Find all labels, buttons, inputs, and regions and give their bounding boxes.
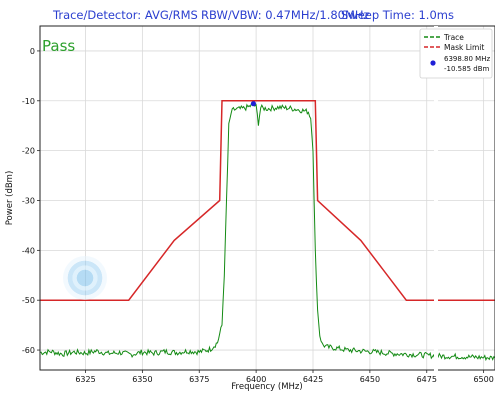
- sweep-time-label: Sweep Time: 1.0ms: [341, 8, 454, 22]
- y-tick-label: -20: [22, 147, 35, 156]
- rbw-vbw-label: RBW/VBW: 0.47MHz/1.80MHz: [201, 8, 370, 22]
- x-tick-label: 6325: [75, 375, 95, 384]
- x-tick-label: 6500: [473, 375, 493, 384]
- pass-status: Pass: [42, 37, 75, 55]
- legend-marker-dot: [430, 60, 436, 66]
- y-axis-ticks: 0 -10 -20 -30 -40 -50 -60: [22, 47, 40, 355]
- measurement-header: Trace/Detector: AVG/RMS RBW/VBW: 0.47MHz…: [0, 0, 495, 26]
- x-tick-label: 6400: [246, 375, 266, 384]
- y-tick-label: 0: [30, 47, 35, 56]
- y-tick-label: -40: [22, 246, 35, 255]
- plot-background: [40, 26, 495, 370]
- x-tick-label: 6475: [417, 375, 437, 384]
- x-tick-label: 6450: [360, 375, 380, 384]
- legend-marker-level: -10.585 dBm: [444, 65, 489, 73]
- legend-mask-label: Mask Limit: [444, 43, 484, 52]
- x-tick-label: 6350: [132, 375, 152, 384]
- x-tick-label: 6425: [303, 375, 323, 384]
- y-tick-label: -10: [22, 97, 35, 106]
- trace-detector-label: Trace/Detector: AVG/RMS: [53, 8, 198, 22]
- legend-marker-freq: 6398.80 MHz: [444, 55, 490, 63]
- legend-trace-label: Trace: [443, 33, 464, 42]
- series-layer: [39, 100, 495, 362]
- legend: Trace Mask Limit 6398.80 MHz -10.585 dBm: [419, 28, 493, 79]
- watermark-logo: [63, 256, 107, 300]
- legend-box: [419, 28, 493, 79]
- plot-frame: [39, 25, 495, 371]
- peak-marker: [250, 101, 256, 107]
- y-tick-label: -50: [22, 296, 35, 305]
- x-axis-label: Frequency (MHz): [231, 382, 302, 392]
- y-axis-label: Power (dBm): [5, 171, 15, 226]
- x-tick-label: 6375: [189, 375, 209, 384]
- mask-limit-line: [40, 100, 495, 301]
- y-tick-label: -30: [22, 196, 35, 205]
- y-tick-label: -60: [22, 346, 35, 355]
- trace-line: [39, 103, 495, 362]
